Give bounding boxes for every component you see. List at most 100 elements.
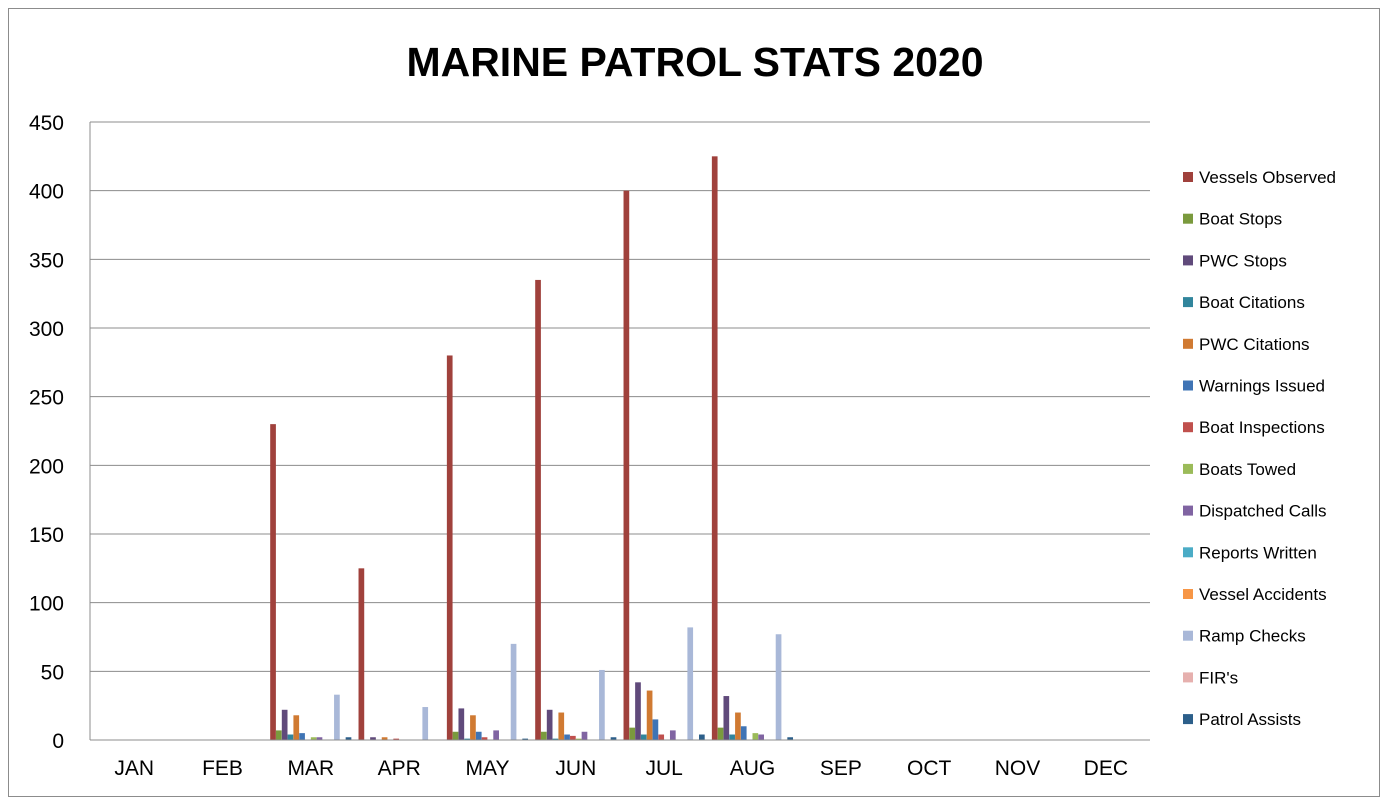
bar-patrol-assists-jul — [699, 734, 705, 740]
chart-title: MARINE PATROL STATS 2020 — [406, 39, 983, 85]
bar-vessels-observed-jun — [535, 279, 541, 740]
legend-swatch — [1183, 297, 1193, 308]
legend-label: PWC Citations — [1199, 335, 1310, 354]
legend-label: Boat Stops — [1199, 210, 1282, 229]
legend-label: Vessel Accidents — [1199, 585, 1327, 604]
legend-swatch — [1183, 672, 1193, 683]
x-tick-label: AUG — [730, 757, 776, 780]
legend-swatch — [1183, 172, 1193, 182]
bar-warnings-issued-aug — [740, 726, 747, 740]
bar-boats-towed-mar — [310, 737, 317, 740]
legend: Vessels Observed Boat Stops PWC Stops Boat … — [1183, 168, 1336, 729]
legend-swatch — [1183, 630, 1193, 641]
bar-boat-citations-may — [464, 738, 470, 740]
bar-ramp-checks-jul — [687, 627, 694, 740]
legend-swatch — [1183, 505, 1193, 516]
y-tick-label: 450 — [29, 112, 64, 135]
bar-dispatched-calls-jun — [581, 731, 588, 740]
y-tick-label: 0 — [52, 730, 64, 753]
bar-boat-citations-mar — [287, 734, 294, 740]
bar-vessels-observed-apr — [358, 568, 365, 740]
bar-dispatched-calls-aug — [758, 734, 764, 740]
bar-pwc-citations-mar — [293, 715, 300, 740]
legend-swatch — [1183, 463, 1193, 474]
bar-boats-towed-aug — [752, 733, 759, 740]
bar-pwc-citations-may — [470, 715, 476, 740]
legend-label: PWC Stops — [1199, 251, 1287, 270]
legend-label: Patrol Assists — [1199, 710, 1301, 729]
bar-boat-stops-mar — [276, 730, 282, 740]
bar-patrol-assists-may — [522, 738, 529, 740]
bar-dispatched-calls-mar — [316, 737, 323, 740]
x-tick-label: APR — [378, 757, 421, 780]
legend-swatch — [1183, 255, 1193, 266]
legend-label: Dispatched Calls — [1199, 502, 1327, 521]
legend-label: Boat Inspections — [1199, 418, 1325, 437]
x-tick-label: JUL — [645, 757, 682, 780]
bar-chart: MARINE PATROL STATS 2020 0 50 100 150 200 250… — [29, 39, 1336, 780]
y-tick-label: 200 — [29, 455, 64, 478]
bar-pwc-stops-may — [458, 708, 465, 740]
y-tick-label: 50 — [41, 661, 64, 684]
legend-label: Boats Towed — [1199, 460, 1296, 479]
legend-swatch — [1183, 380, 1193, 391]
gridlines — [90, 121, 1150, 741]
y-tick-label: 250 — [29, 387, 64, 410]
bar-pwc-stops-apr — [370, 737, 376, 740]
bar-warnings-issued-may — [475, 731, 482, 740]
bar-patrol-assists-jun — [610, 737, 617, 740]
x-tick-label: JUN — [555, 757, 596, 780]
bar-boat-inspections-jul — [658, 734, 665, 740]
bar-patrol-assists-mar — [345, 737, 352, 740]
bar-boat-citations-aug — [729, 734, 735, 740]
legend-label: Boat Citations — [1199, 293, 1305, 312]
bar-ramp-checks-jun — [599, 669, 605, 740]
x-tick-label: OCT — [907, 757, 952, 780]
legend-swatch — [1183, 547, 1193, 558]
bar-vessels-observed-jul — [623, 190, 630, 741]
y-tick-label: 400 — [29, 181, 64, 204]
bar-boat-stops-jun — [541, 731, 547, 740]
bar-vessels-observed-aug — [711, 156, 718, 740]
bar-boats-towed-jun — [575, 738, 582, 740]
x-tick-label: JAN — [114, 757, 154, 780]
bar-pwc-stops-aug — [723, 696, 730, 740]
bar-boat-stops-aug — [717, 727, 724, 740]
x-tick-label: SEP — [820, 757, 862, 780]
bar-vessels-observed-may — [446, 355, 453, 740]
bar-warnings-issued-jul — [652, 719, 659, 740]
bar-pwc-stops-jul — [635, 682, 641, 740]
legend-label: Ramp Checks — [1199, 627, 1306, 646]
legend-swatch — [1183, 589, 1193, 599]
bar-vessels-observed-mar — [270, 424, 276, 740]
bar-pwc-stops-jun — [546, 709, 553, 740]
legend-label: Warnings Issued — [1199, 377, 1325, 396]
x-tick-label: NOV — [995, 757, 1041, 780]
legend-swatch — [1183, 338, 1193, 349]
bar-boat-stops-jul — [629, 727, 636, 740]
bar-warnings-issued-jun — [564, 734, 570, 740]
x-tick-label: MAY — [466, 757, 510, 780]
x-tick-label: DEC — [1084, 757, 1128, 780]
legend-label: Vessels Observed — [1199, 168, 1336, 187]
x-tick-label: FEB — [202, 757, 243, 780]
bar-patrol-assists-aug — [787, 737, 794, 740]
y-tick-label: 300 — [29, 318, 64, 341]
bar-pwc-citations-jun — [558, 712, 565, 740]
bar-dispatched-calls-jul — [669, 730, 676, 740]
legend-swatch — [1183, 422, 1193, 433]
legend-label: Reports Written — [1199, 543, 1317, 562]
bar-boat-inspections-may — [481, 737, 488, 740]
y-tick-label: 350 — [29, 249, 64, 272]
legend-label: FIR's — [1199, 668, 1238, 687]
bar-ramp-checks-may — [510, 643, 517, 740]
bar-pwc-citations-apr — [381, 737, 388, 740]
bar-boat-stops-may — [452, 731, 459, 740]
y-tick-label: 100 — [29, 593, 64, 616]
bar-pwc-stops-mar — [281, 709, 288, 740]
bar-warnings-issued-mar — [299, 733, 305, 740]
bar-pwc-citations-jul — [646, 690, 653, 740]
bar-boat-citations-jul — [640, 734, 647, 740]
x-tick-label: MAR — [287, 757, 334, 780]
bar-ramp-checks-mar — [334, 694, 340, 740]
